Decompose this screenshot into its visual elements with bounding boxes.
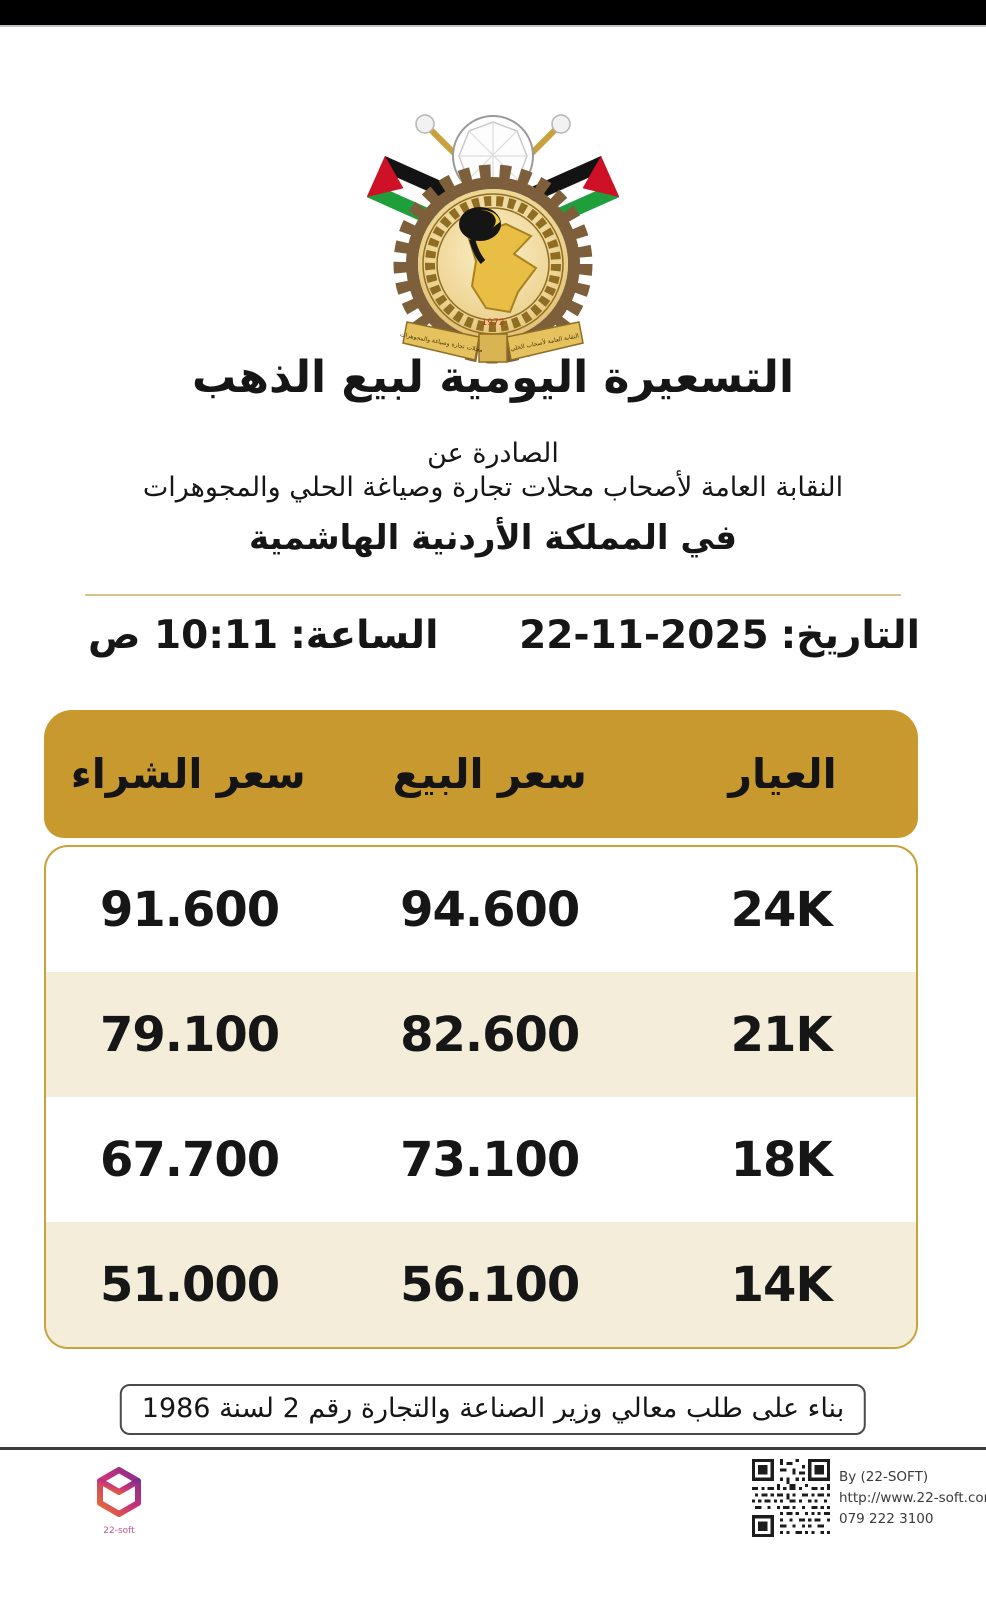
credit-block: By (22-SOFT) http://www.22-soft.com 079 … [752,1459,986,1537]
sell-value: 56.100 [400,1256,580,1313]
time-field: الساعة: 10:11 ص [88,613,438,658]
22soft-cube-icon [97,1467,141,1517]
karat-value: 14K [730,1256,833,1313]
time-value: 10:11 ص [88,613,279,658]
page-title: التسعيرة اليومية لبيع الذهب [191,352,795,403]
sell-value: 73.100 [400,1131,580,1188]
gold-divider [85,594,901,596]
time-label: الساعة: [290,613,439,658]
location-line: في المملكة الأردنية الهاشمية [248,518,738,558]
emblem-year: 1972 [482,318,505,328]
table-row-18k: 18K 73.100 67.700 [46,1097,916,1222]
karat-value: 24K [730,881,833,938]
karat-value: 21K [730,1006,833,1063]
credit-by: By (22-SOFT) [839,1469,929,1485]
karat-value: 18K [730,1131,833,1188]
table-row-24k: 24K 94.600 91.600 [46,847,916,972]
header-buy-price: سعر الشراء [70,750,306,798]
credit-text: By (22-SOFT) http://www.22-soft.com 079 … [839,1459,986,1537]
date-field: التاريخ: 22-11-2025 [519,613,920,658]
date-value: 22-11-2025 [519,613,769,658]
buy-value: 67.700 [99,1131,280,1188]
sell-value: 94.600 [400,881,580,938]
buy-value: 91.600 [99,881,280,938]
issued-by-line: الصادرة عن [427,438,559,469]
jordan-map-icon [466,222,538,314]
syndicate-emblem-icon: 1972 النقابة العامة لأصحاب الحلي محلات ت… [366,94,620,368]
sell-value: 82.600 [400,1006,580,1063]
ministerial-note: بناء على طلب معالي وزير الصناعة والتجارة… [119,1384,867,1435]
price-table-body: 24K 94.600 91.600 21K 82.600 79.100 18K … [44,845,918,1349]
status-bar [0,0,986,27]
organization-line: النقابة العامة لأصحاب محلات تجارة وصياغة… [142,472,844,503]
price-table: العيار سعر البيع سعر الشراء 24K 94.600 9… [44,710,918,1349]
buy-value: 79.100 [99,1006,280,1063]
buy-value: 51.000 [99,1256,280,1313]
price-table-header: العيار سعر البيع سعر الشراء [44,710,918,838]
22soft-logo-caption: 22-soft [103,1526,135,1536]
table-row-21k: 21K 82.600 79.100 [46,972,916,1097]
crucible-icon [459,207,501,264]
header-karat: العيار [728,750,837,798]
qr-code-icon [752,1459,830,1537]
22soft-logo: 22-soft [84,1465,154,1536]
footer-divider [0,1447,986,1450]
credit-url: http://www.22-soft.com [839,1489,986,1506]
credits-row: 22-soft By (22-SOFT) http://www.22-soft.… [0,1455,986,1565]
header-sell-price: سعر البيع [392,750,587,798]
table-row-14k: 14K 56.100 51.000 [46,1222,916,1347]
date-label: التاريخ: [780,613,920,658]
date-time-row: التاريخ: 22-11-2025 الساعة: 10:11 ص [88,613,920,658]
credit-phone: 079 222 3100 [839,1510,934,1527]
diamond-icon [452,115,534,197]
